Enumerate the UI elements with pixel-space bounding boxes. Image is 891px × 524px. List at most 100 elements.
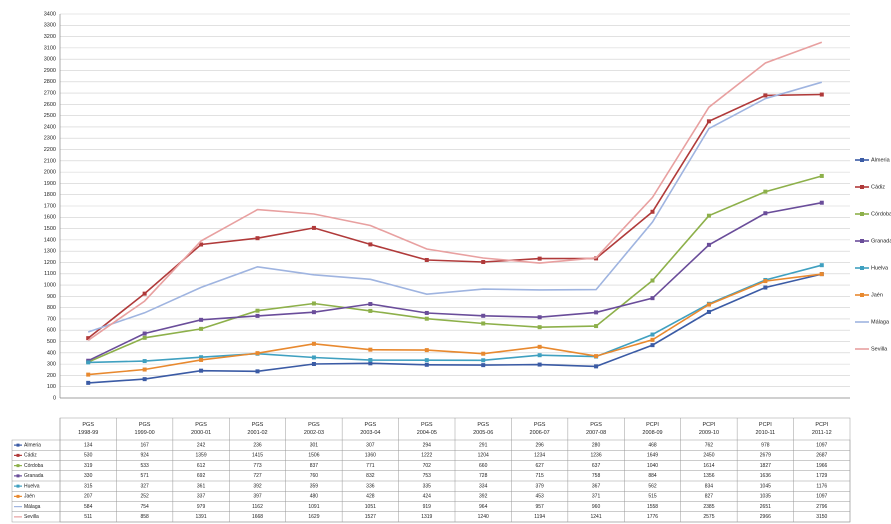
- table-value: 392: [253, 483, 262, 489]
- data-point: [763, 211, 768, 216]
- table-value: 979: [197, 504, 206, 510]
- data-point: [481, 313, 486, 318]
- table-value: 1776: [647, 514, 658, 520]
- legend-label: Almeria: [871, 157, 891, 163]
- table-value: 660: [479, 463, 488, 469]
- data-point: [368, 347, 373, 352]
- table-value: 397: [253, 494, 262, 500]
- data-point: [706, 302, 711, 307]
- y-tick-label: 1400: [44, 237, 56, 243]
- table-value: 167: [140, 442, 149, 448]
- data-point: [706, 213, 711, 218]
- table-value: 480: [310, 494, 319, 500]
- table-value: 242: [197, 442, 206, 448]
- table-value: 307: [366, 442, 375, 448]
- category-label: PGS 1998-99: [78, 422, 98, 436]
- category-label: PGS 2005-06: [473, 422, 493, 436]
- table-value: 978: [761, 442, 770, 448]
- data-point: [481, 321, 486, 326]
- data-point: [311, 301, 316, 306]
- table-key-marker: [16, 494, 20, 498]
- series-line: [88, 273, 822, 376]
- data-point: [368, 358, 373, 363]
- table-value: 1649: [647, 453, 658, 459]
- table-value: 2450: [703, 453, 714, 459]
- legend-marker: [860, 239, 864, 243]
- table-value: 3150: [816, 514, 827, 520]
- data-point: [142, 291, 147, 296]
- data-point: [199, 317, 204, 322]
- table-value: 1176: [816, 483, 827, 489]
- table-value: 919: [423, 504, 432, 510]
- category-label: PCPI 2008-09: [642, 422, 662, 436]
- table-value: 1729: [816, 473, 827, 479]
- table-value: 252: [140, 494, 149, 500]
- row-label: Córdoba: [24, 463, 43, 469]
- table-value: 515: [648, 494, 657, 500]
- table-value: 571: [140, 473, 149, 479]
- data-point: [819, 200, 824, 205]
- table-value: 2651: [760, 504, 771, 510]
- y-tick-label: 2400: [44, 124, 56, 130]
- table-value: 2385: [703, 504, 714, 510]
- y-tick-label: 3000: [44, 57, 56, 63]
- data-point: [819, 92, 824, 97]
- table-value: 562: [648, 483, 657, 489]
- table-value: 1558: [647, 504, 658, 510]
- y-tick-label: 2800: [44, 79, 56, 85]
- table-value: 294: [423, 442, 432, 448]
- table-value: 858: [140, 514, 149, 520]
- table-value: 753: [423, 473, 432, 479]
- data-point: [594, 324, 599, 329]
- row-label: Huelva: [24, 483, 40, 489]
- data-point: [819, 272, 824, 277]
- y-tick-label: 1700: [44, 203, 56, 209]
- data-point: [255, 236, 260, 241]
- data-point: [763, 285, 768, 290]
- table-value: 960: [592, 504, 601, 510]
- legend-label: Cádiz: [871, 184, 885, 190]
- data-point: [142, 367, 147, 372]
- series-line: [87, 93, 822, 339]
- table-value: 392: [479, 494, 488, 500]
- table-value: 428: [366, 494, 375, 500]
- y-tick-label: 100: [47, 384, 56, 390]
- data-point: [86, 380, 91, 385]
- table-value: 1629: [308, 514, 319, 520]
- table-value: 315: [84, 483, 93, 489]
- data-point: [706, 309, 711, 314]
- table-value: 207: [84, 494, 93, 500]
- category-label: PGS 2002-03: [304, 422, 324, 436]
- table-value: 1668: [252, 514, 263, 520]
- y-tick-label: 1500: [44, 226, 56, 232]
- data-point: [819, 173, 824, 178]
- table-value: 2679: [760, 453, 771, 459]
- table-value: 964: [479, 504, 488, 510]
- legend-label: Granada: [871, 238, 891, 244]
- table-value: 1391: [196, 514, 207, 520]
- data-point: [424, 316, 429, 321]
- category-label: PGS 2007-08: [586, 422, 606, 436]
- data-point: [481, 363, 486, 368]
- table-value: 367: [592, 483, 601, 489]
- data-point: [650, 209, 655, 214]
- legend-marker: [860, 293, 864, 297]
- table-value: 1051: [365, 504, 376, 510]
- data-point: [424, 310, 429, 315]
- table-value: 371: [592, 494, 601, 500]
- row-label: Málaga: [24, 504, 41, 510]
- data-point: [819, 263, 824, 268]
- table-value: 1097: [816, 442, 827, 448]
- legend-label: Málaga: [871, 319, 890, 325]
- data-point: [86, 372, 91, 377]
- category-label: PCPI 2010-11: [755, 422, 775, 436]
- data-point: [537, 362, 542, 367]
- legend-label: Jaén: [871, 292, 883, 298]
- table-value: 236: [253, 442, 262, 448]
- data-point: [424, 348, 429, 353]
- table-value: 1236: [591, 453, 602, 459]
- y-tick-label: 1900: [44, 181, 56, 187]
- category-label: PGS 2001-02: [247, 422, 267, 436]
- category-label: PCPI 2009-10: [699, 422, 719, 436]
